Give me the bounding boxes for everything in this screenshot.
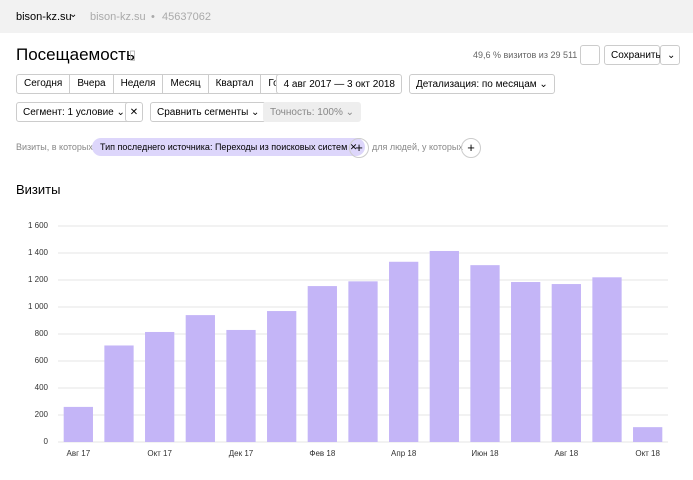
bar <box>592 277 622 442</box>
bar <box>511 282 541 442</box>
save-button[interactable]: Сохранить <box>604 45 661 65</box>
filter-people: для людей, у которых <box>372 142 463 152</box>
detail-label: Детализация: по месяцам <box>416 79 537 90</box>
period-button[interactable]: Сегодня <box>17 75 71 93</box>
counter-id: 45637062 <box>162 11 211 23</box>
accuracy-label: Точность: 100% <box>270 107 343 118</box>
export-button[interactable] <box>580 45 600 65</box>
segment-clear[interactable]: ✕ <box>125 102 143 122</box>
x-tick-label: Авг 18 <box>555 449 579 458</box>
save-menu[interactable]: ⌄ <box>660 45 680 65</box>
bar <box>226 329 256 442</box>
y-tick-label: 200 <box>35 410 49 419</box>
x-tick-label: Окт 18 <box>635 449 660 458</box>
y-tick-label: 0 <box>44 437 49 446</box>
x-tick-label: Фев 18 <box>309 449 335 458</box>
filter-chip-label: Тип последнего источника: Переходы из по… <box>100 142 348 152</box>
period-button[interactable]: Месяц <box>163 75 209 93</box>
bar <box>633 427 663 442</box>
date-range[interactable]: 4 авг 2017 — 3 окт 2018 <box>276 74 402 94</box>
period-group: СегодняВчераНеделяМесяцКварталГод <box>16 74 293 94</box>
chart-title: Визиты <box>16 182 61 197</box>
compare-label: Сравнить сегменты <box>157 107 249 118</box>
site-selector[interactable]: bison-kz.su <box>16 11 72 23</box>
y-tick-label: 400 <box>35 383 49 392</box>
filter-prefix: Визиты, в которых <box>16 142 93 152</box>
y-tick-label: 1 600 <box>28 221 49 230</box>
filter-chip[interactable]: Тип последнего источника: Переходы из по… <box>92 138 366 156</box>
bar <box>185 315 215 442</box>
add-people-filter[interactable]: + <box>461 138 481 158</box>
segment-label: Сегмент: 1 условие <box>23 107 114 118</box>
y-tick-label: 800 <box>35 329 49 338</box>
site-secondary: bison-kz.su <box>90 11 146 23</box>
bar <box>470 265 500 442</box>
period-button[interactable]: Квартал <box>209 75 262 93</box>
y-tick-label: 1 200 <box>28 275 49 284</box>
y-tick-label: 600 <box>35 356 49 365</box>
bar <box>267 311 297 442</box>
y-tick-label: 1 000 <box>28 302 49 311</box>
visits-share: 49,6 % визитов из 29 511 <box>473 50 578 60</box>
x-tick-label: Июн 18 <box>471 449 499 458</box>
add-filter[interactable]: + <box>349 138 369 158</box>
bar <box>348 281 378 442</box>
bar <box>145 331 175 442</box>
period-button[interactable]: Неделя <box>114 75 164 93</box>
x-tick-label: Окт 17 <box>147 449 172 458</box>
bar <box>63 406 93 442</box>
bar <box>551 284 581 442</box>
x-tick-label: Дек 17 <box>229 449 254 458</box>
detail-select[interactable]: Детализация: по месяцам ⌄ <box>409 74 555 94</box>
chart: 0 200 400 600 800 1 000 1 200 1 400 1 600 Авг 17 О… <box>28 221 668 458</box>
bar <box>389 261 419 442</box>
x-tick-label: Апр 18 <box>391 449 417 458</box>
bar <box>104 345 134 442</box>
accuracy-select[interactable]: Точность: 100% ⌄ <box>263 102 362 122</box>
top-bar <box>0 0 693 33</box>
segment-select[interactable]: Сегмент: 1 условие ⌄ <box>16 102 132 122</box>
bar <box>429 250 459 442</box>
report-title: Посещаемость <box>16 45 135 64</box>
y-tick-label: 1 400 <box>28 248 49 257</box>
bar <box>307 286 337 442</box>
compare-select[interactable]: Сравнить сегменты ⌄ <box>150 102 267 122</box>
period-button[interactable]: Вчера <box>70 75 114 93</box>
x-tick-label: Авг 17 <box>67 449 91 458</box>
